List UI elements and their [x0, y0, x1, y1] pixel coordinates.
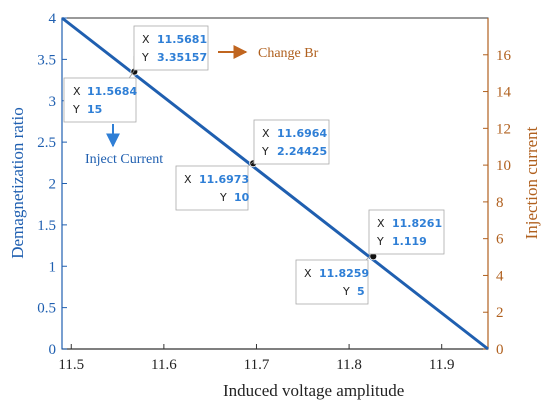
right-y-tick-label: 0: [496, 342, 504, 358]
right-y-tick-label: 10: [496, 158, 511, 174]
datatip-6: X 11.8259 Y 5: [295, 259, 369, 305]
datatip-2-y-value: 15: [87, 103, 102, 116]
datatip-3-y-value: 2.24425: [277, 145, 327, 158]
datatip-3-x-label: X: [262, 127, 270, 140]
datatip-1: X 11.5681 Y 3.35157: [133, 25, 209, 71]
datatip-3: X 11.6964 Y 2.24425: [253, 119, 330, 165]
datatip-3-x-value: 11.6964: [277, 127, 327, 140]
right-y-axis-label: Injection current: [522, 126, 541, 239]
x-tick-label: 11.5: [58, 357, 84, 373]
annotation-inject-current: Inject Current: [85, 152, 163, 167]
datatip-6-y-value: 5: [357, 285, 365, 298]
datatip-5-y-label: Y: [376, 235, 384, 248]
datatip-6-y-label: Y: [342, 285, 350, 298]
right-y-tick-label: 14: [496, 85, 512, 101]
left-y-tick-label: 2.5: [37, 135, 56, 151]
datatip-6-x-value: 11.8259: [319, 267, 369, 280]
left-y-tick-label: 3: [49, 94, 57, 110]
x-tick-label: 11.6: [151, 357, 177, 373]
datatip-4-y-value: 10: [234, 191, 250, 204]
datatip-1-x-label: X: [142, 33, 150, 46]
datatip-4-x-value: 11.6973: [199, 173, 249, 186]
datatip-1-y-value: 3.35157: [157, 51, 207, 64]
datatip-2-x-value: 11.5684: [87, 85, 137, 98]
datatip-1-x-value: 11.5681: [157, 33, 207, 46]
left-y-tick-label: 1: [49, 259, 57, 275]
x-tick-label: 11.9: [429, 357, 455, 373]
x-tick-label: 11.7: [244, 357, 270, 373]
annotation-change-br: Change Br: [258, 46, 319, 61]
x-tick-label: 11.8: [336, 357, 362, 373]
datatip-1-y-label: Y: [141, 51, 149, 64]
x-axis-label: Induced voltage amplitude: [223, 381, 404, 400]
datatip-5-x-value: 11.8261: [392, 217, 442, 230]
datatip-4-y-label: Y: [219, 191, 227, 204]
datatip-2: X 11.5684 Y 15: [63, 77, 137, 123]
right-y-tick-label: 8: [496, 195, 504, 211]
datatip-5: X 11.8261 Y 1.119: [368, 209, 445, 255]
left-y-axis-label: Demagnetization ratio: [8, 107, 27, 259]
right-y-tick-label: 16: [496, 48, 512, 64]
datatip-4: X 11.6973 Y 10: [175, 165, 250, 211]
datatip-2-y-label: Y: [72, 103, 80, 116]
right-y-tick-label: 12: [496, 121, 511, 137]
datatip-5-x-label: X: [377, 217, 385, 230]
left-y-tick-label: 3.5: [37, 52, 56, 68]
datatip-5-y-value: 1.119: [392, 235, 427, 248]
left-y-tick-label: 2: [49, 177, 57, 193]
right-y-tick-label: 6: [496, 232, 504, 248]
ticks: 11.5 11.6 11.7 11.8 11.900.511.522.533.54024…: [37, 11, 511, 373]
datatip-3-y-label: Y: [261, 145, 269, 158]
right-y-tick-label: 4: [496, 268, 504, 284]
left-y-tick-label: 0: [49, 342, 57, 358]
datatip-4-x-label: X: [184, 173, 192, 186]
left-y-tick-label: 1.5: [37, 218, 56, 234]
left-y-tick-label: 4: [49, 11, 57, 27]
right-y-tick-label: 2: [496, 305, 504, 321]
left-y-tick-label: 0.5: [37, 301, 56, 317]
datatip-2-x-label: X: [73, 85, 81, 98]
datatip-6-x-label: X: [304, 267, 312, 280]
